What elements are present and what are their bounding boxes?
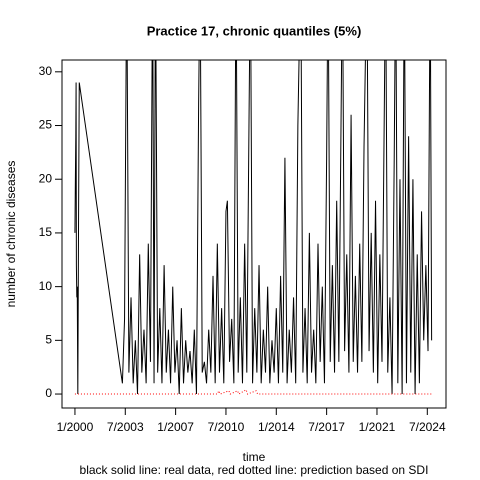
y-tick-label: 0 bbox=[45, 386, 52, 400]
y-tick-label: 5 bbox=[45, 333, 52, 347]
y-tick-label: 10 bbox=[39, 279, 53, 293]
x-tick-label: 7/2010 bbox=[208, 420, 245, 434]
y-tick-label: 30 bbox=[39, 64, 53, 78]
plot-frame bbox=[61, 59, 447, 409]
x-tick-label: 1/2021 bbox=[359, 420, 396, 434]
x-axis-label: time bbox=[243, 450, 266, 464]
x-tick-label: 1/2007 bbox=[157, 420, 194, 434]
y-tick-label: 25 bbox=[39, 118, 53, 132]
chart-title: Practice 17, chronic quantiles (5%) bbox=[147, 23, 362, 38]
x-tick-label: 7/2003 bbox=[107, 420, 144, 434]
x-tick-label: 7/2024 bbox=[409, 420, 446, 434]
series-line bbox=[74, 388, 432, 395]
y-tick-label: 15 bbox=[39, 225, 53, 239]
y-tick-label: 20 bbox=[39, 171, 53, 185]
plot-area bbox=[74, 60, 433, 395]
series-line bbox=[74, 60, 433, 395]
x-tick-label: 7/2017 bbox=[308, 420, 345, 434]
y-axis-label: number of chronic diseases bbox=[4, 161, 18, 308]
x-tick-label: 1/2014 bbox=[258, 420, 295, 434]
x-tick-label: 1/2000 bbox=[57, 420, 94, 434]
subtitle: black solid line: real data, red dotted … bbox=[80, 463, 429, 477]
